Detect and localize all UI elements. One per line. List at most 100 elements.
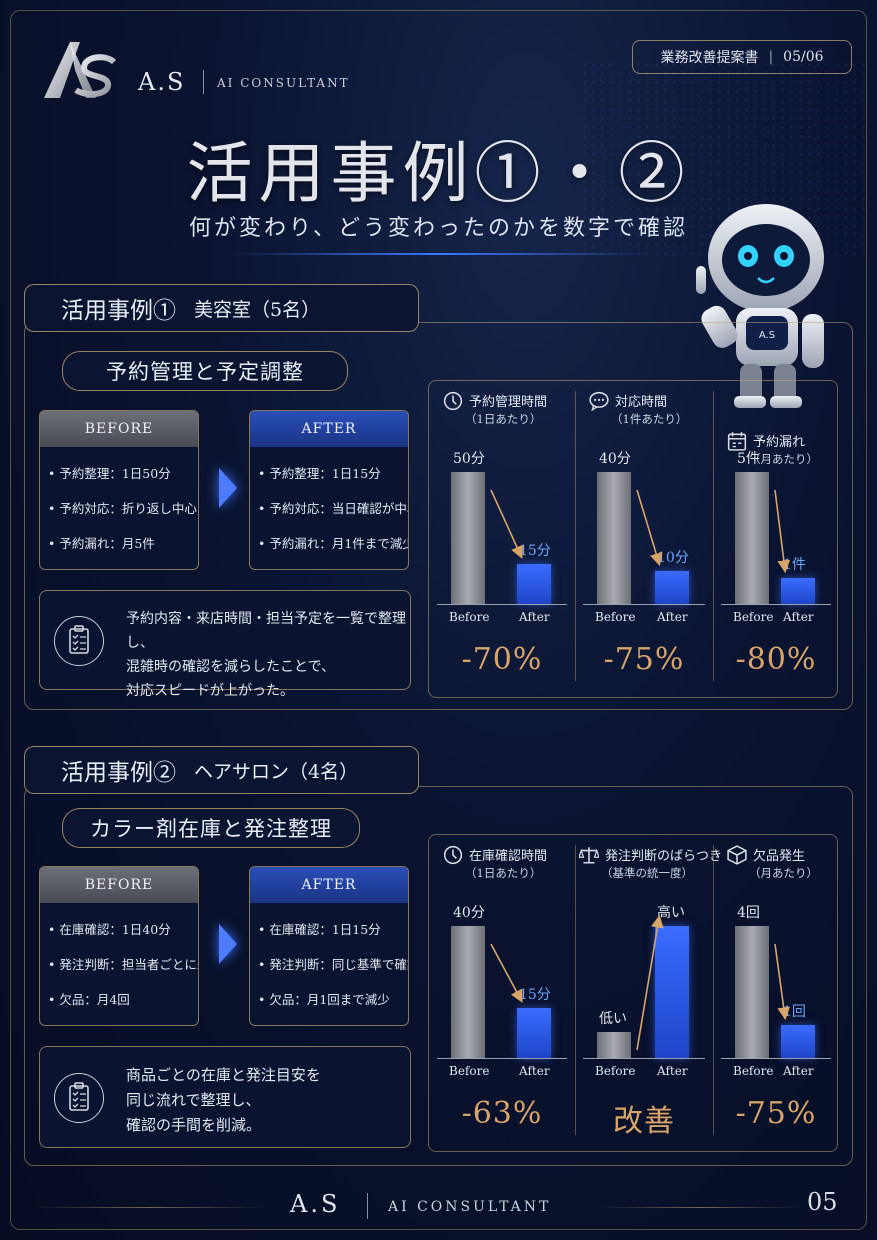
after-bar: [655, 571, 689, 604]
before-item: • 発注判断：担当者ごとに差: [48, 957, 199, 972]
trend-arrow-icon: [774, 489, 791, 574]
metric-label: 欠品発生: [753, 849, 806, 864]
box-icon: [727, 845, 747, 865]
case2-topic: カラー剤在庫と発注整理: [62, 808, 360, 848]
metric-sublabel: （1件あたり）: [611, 412, 688, 426]
chart-baseline: [437, 604, 567, 605]
footer-brand: A.S: [290, 1190, 341, 1218]
clipboard-icon: [54, 1073, 104, 1123]
x-axis-before-label: Before: [595, 1064, 636, 1078]
before-item: • 欠品：月4回: [48, 992, 130, 1007]
case2-note: 商品ごとの在庫と発注目安を 同じ流れで整理し、 確認の手間を削減。: [39, 1046, 411, 1148]
before-header: BEFORE: [40, 411, 198, 447]
before-value-label: 40分: [599, 451, 631, 467]
column-divider: [575, 845, 576, 1135]
before-header: BEFORE: [40, 867, 198, 903]
case2-metrics-panel: 在庫確認時間 （1日あたり） 40分 15分 Before After -63% 発注判断のば…: [428, 834, 838, 1152]
metric-sublabel: （月あたり）: [749, 452, 818, 466]
case1-metrics-panel: 予約管理時間 （1日あたり） 50分 15分 Before After -70% 対応時間 （1…: [428, 380, 838, 698]
metric-result: -75%: [603, 642, 685, 677]
metric-label: 予約漏れ: [753, 435, 806, 450]
document-label: 業務改善提案書: [660, 50, 759, 66]
footer-line: [600, 1207, 800, 1208]
page-frame: [10, 10, 867, 1230]
x-axis-before-label: Before: [733, 610, 774, 624]
metric-sublabel: （月あたり）: [749, 866, 818, 880]
note-line: 確認の手間を削減。: [126, 1116, 262, 1134]
chart-baseline: [583, 1058, 705, 1059]
after-bar: [781, 578, 815, 604]
x-axis-after-label: After: [657, 610, 688, 624]
metric-column: 在庫確認時間 （1日あたり） 40分 15分 Before After -63%: [429, 835, 575, 1151]
case1-section: [24, 322, 853, 710]
column-divider: [713, 845, 714, 1135]
footer-tagline: AI CONSULTANT: [388, 1199, 552, 1215]
x-axis-after-label: After: [519, 1064, 550, 1078]
before-bar: [597, 472, 631, 604]
note-line: 対応スピードが上がった。: [126, 683, 294, 699]
note-line: 混雑時の確認を減らしたことで、: [126, 659, 336, 675]
before-bar: [735, 926, 769, 1058]
note-line: 予約内容・来店時間・担当予定を一覧で整理し、: [126, 611, 406, 651]
after-header: AFTER: [250, 867, 408, 903]
metric-column: 予約漏れ （月あたり） 5件 1件 Before After -80%: [713, 381, 839, 697]
metric-column: 欠品発生 （月あたり） 4回 1回 Before After -75%: [713, 835, 839, 1151]
x-axis-after-label: After: [519, 610, 550, 624]
case2-title: 活用事例②: [61, 760, 176, 786]
note-line: 商品ごとの在庫と発注目安を: [126, 1066, 321, 1084]
after-item: • 発注判断：同じ基準で確認: [258, 957, 409, 972]
x-axis-after-label: After: [783, 610, 814, 624]
before-value-label: 5件: [737, 451, 760, 467]
metric-sublabel: （1日あたり）: [465, 412, 542, 426]
case1-title: 活用事例①: [61, 298, 176, 324]
trend-arrow-icon: [490, 943, 523, 1003]
after-value-label: 15分: [519, 987, 551, 1003]
case2-after-box: AFTER • 在庫確認：1日15分 • 発注判断：同じ基準で確認 • 欠品：月…: [249, 866, 409, 1026]
chart-baseline: [583, 604, 705, 605]
metric-result: -80%: [735, 642, 817, 677]
after-item: • 欠品：月1回まで減少: [258, 992, 390, 1007]
after-value-label: 10分: [657, 550, 689, 566]
trend-arrow-icon: [774, 943, 791, 1021]
case2-section: [24, 786, 853, 1166]
chat-icon: [589, 391, 609, 411]
after-item: • 予約対応：当日確認が中心: [258, 501, 409, 516]
chevron-right-icon: [219, 924, 237, 964]
x-axis-before-label: Before: [449, 610, 490, 624]
metric-result: -70%: [461, 642, 543, 677]
clock-icon: [443, 391, 463, 411]
after-item: • 在庫確認：1日15分: [258, 922, 381, 937]
metric-result: -75%: [735, 1096, 817, 1131]
brand-tagline: AI CONSULTANT: [217, 76, 350, 90]
metric-column: 予約管理時間 （1日あたり） 50分 15分 Before After -70%: [429, 381, 575, 697]
trend-arrow-icon: [636, 914, 664, 1051]
after-header: AFTER: [250, 411, 408, 447]
column-divider: [575, 391, 576, 681]
case1-title-bar: 活用事例① 美容室（5名）: [24, 284, 419, 332]
before-item: • 予約整理：1日50分: [48, 466, 171, 481]
metric-column: 対応時間 （1件あたり） 40分 10分 Before After -75%: [575, 381, 713, 697]
calendar-icon: [727, 432, 747, 451]
chart-baseline: [437, 1058, 567, 1059]
metric-sublabel: （基準の統一度）: [601, 866, 693, 880]
case1-note: 予約内容・来店時間・担当予定を一覧で整理し、 混雑時の確認を減らしたことで、 対…: [39, 590, 411, 699]
case1-topic: 予約管理と予定調整: [62, 351, 348, 391]
brand-name: A.S: [138, 68, 186, 96]
chart-baseline: [721, 604, 831, 605]
case1-before-box: BEFORE • 予約整理：1日50分 • 予約対応：折り返し中心 • 予約漏れ…: [39, 410, 199, 570]
before-item: • 在庫確認：1日40分: [48, 922, 171, 937]
divider: [367, 1193, 368, 1219]
x-axis-before-label: Before: [733, 1064, 774, 1078]
before-bar: [597, 1032, 631, 1058]
column-divider: [713, 391, 714, 681]
metric-label: 発注判断のばらつき: [605, 849, 723, 864]
x-axis-after-label: After: [783, 1064, 814, 1078]
metric-column: 発注判断のばらつき （基準の統一度） 低い 高い Before After 改善: [575, 835, 722, 1151]
metric-label: 在庫確認時間: [469, 849, 548, 864]
before-item: • 予約対応：折り返し中心: [48, 501, 197, 516]
metric-sublabel: （1日あたり）: [465, 866, 542, 880]
after-bar: [655, 926, 689, 1058]
note-line: 同じ流れで整理し、: [126, 1091, 261, 1109]
before-bar: [735, 472, 769, 604]
before-value-label: 4回: [737, 905, 760, 921]
